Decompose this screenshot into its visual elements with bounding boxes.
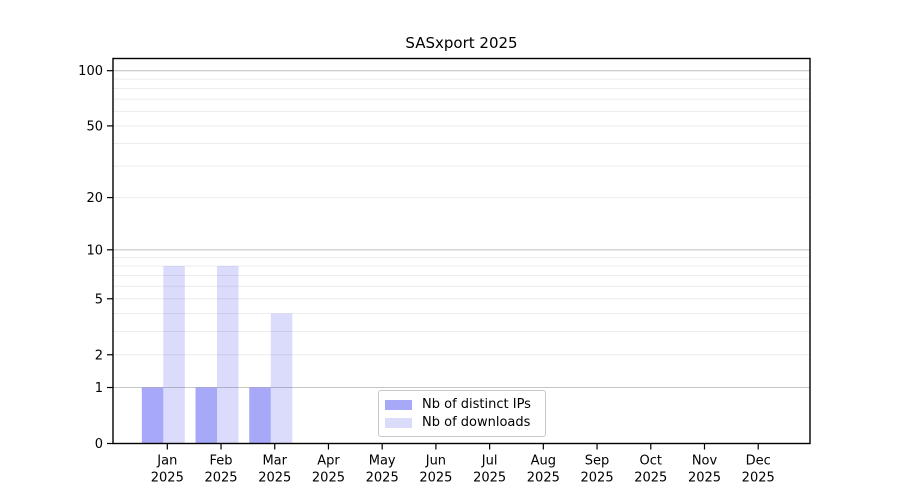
legend-label-distinct-ips: Nb of distinct IPs <box>422 397 531 412</box>
x-tick-label-year: 2025 <box>151 471 184 486</box>
bar-distinct-ips <box>195 387 218 444</box>
x-tick-label-year: 2025 <box>366 471 399 486</box>
x-tick-label-month: Jul <box>481 454 498 469</box>
x-tick-label-year: 2025 <box>473 471 506 486</box>
legend: Nb of distinct IPs Nb of downloads <box>378 390 546 437</box>
bar-downloads <box>217 266 239 444</box>
x-tick-label-month: Mar <box>262 454 287 469</box>
y-tick-label: 1 <box>95 381 103 396</box>
bar-distinct-ips <box>141 387 164 444</box>
x-tick-label-month: Jun <box>425 454 446 469</box>
y-tick-label: 10 <box>86 243 103 258</box>
x-tick-label-month: May <box>369 454 396 469</box>
x-tick-label-year: 2025 <box>419 471 452 486</box>
x-tick-label-year: 2025 <box>634 471 667 486</box>
legend-label-downloads: Nb of downloads <box>422 415 531 430</box>
x-tick-label-year: 2025 <box>581 471 614 486</box>
y-tick-label: 50 <box>86 119 103 134</box>
legend-swatch-distinct-ips-icon <box>385 399 412 410</box>
x-tick-label-month: Aug <box>531 454 556 469</box>
chart-title: SASxport 2025 <box>405 34 518 52</box>
x-tick-label-month: Feb <box>210 454 233 469</box>
x-tick-label-month: Dec <box>746 454 771 469</box>
y-tick-label: 0 <box>95 437 103 452</box>
y-tick-label: 2 <box>95 348 103 363</box>
x-tick-label-month: Jan <box>156 454 177 469</box>
y-tick-label: 5 <box>95 292 103 307</box>
axes-spines <box>112 57 811 445</box>
x-tick-label-month: Sep <box>585 454 610 469</box>
x-tick-label-year: 2025 <box>204 471 237 486</box>
legend-item-distinct-ips: Nb of distinct IPs <box>385 397 537 412</box>
x-tick-label-year: 2025 <box>688 471 721 486</box>
bar-distinct-ips <box>249 387 271 444</box>
x-tick-label-year: 2025 <box>742 471 775 486</box>
bar-downloads <box>270 313 293 444</box>
x-tick-label-year: 2025 <box>258 471 291 486</box>
x-tick-label-month: Nov <box>692 454 718 469</box>
x-tick-label-month: Apr <box>317 454 340 469</box>
x-tick-label-month: Oct <box>640 454 662 469</box>
y-tick-label: 20 <box>86 191 103 206</box>
legend-swatch-downloads-icon <box>385 417 412 428</box>
x-tick-label-year: 2025 <box>312 471 345 486</box>
x-tick-label-year: 2025 <box>527 471 560 486</box>
bar-downloads <box>163 266 185 444</box>
y-tick-label: 100 <box>78 64 103 79</box>
legend-item-downloads: Nb of downloads <box>385 415 537 430</box>
